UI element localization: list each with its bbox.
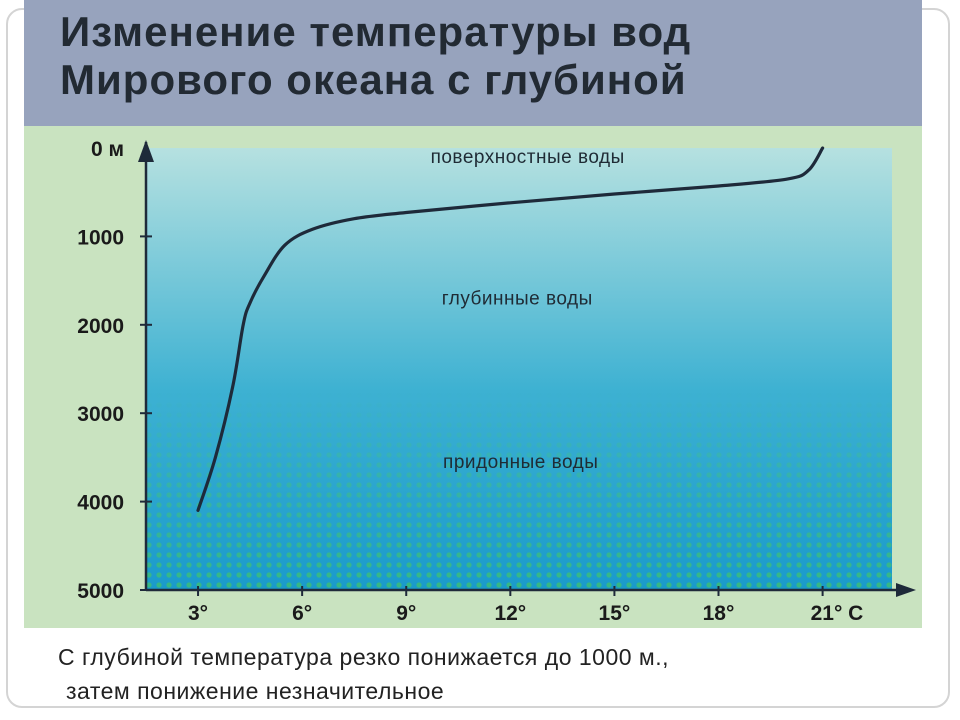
- chart-title-line-1: Изменение температуры вод: [60, 8, 692, 55]
- depth-temperature-chart: 0 м 1000 2000 3000 4000 5000 3° 6° 9° 12° 15° 18° 21…: [77, 138, 916, 625]
- plot-dot-texture: [146, 148, 892, 590]
- temperature-curve: [196, 146, 825, 512]
- y-tick-label: 5000: [77, 580, 124, 603]
- chart-title-line-2: Мирового океана с глубиной: [60, 56, 687, 103]
- tick-labels: 0 м 1000 2000 3000 4000 5000 3° 6° 9° 12° 15° 18° 21…: [77, 138, 863, 625]
- axes: [138, 140, 916, 597]
- y-axis-arrow: [138, 140, 154, 162]
- caption-line-1: С глубиной температура резко понижается …: [58, 644, 670, 670]
- y-tick-label: 1000: [77, 226, 124, 249]
- caption: С глубиной температура резко понижается …: [58, 640, 938, 708]
- title-band: [24, 0, 922, 126]
- x-tick-label: 3°: [188, 602, 208, 625]
- zone-label: глубинные воды: [442, 288, 593, 309]
- y-tick-label: 2000: [77, 315, 124, 338]
- zone-label: поверхностные воды: [431, 147, 625, 168]
- x-tick-label: 9°: [396, 602, 416, 625]
- x-tick-label: 6°: [292, 602, 312, 625]
- y-tick-label: 4000: [77, 492, 124, 515]
- zone-labels: поверхностные воды глубинные воды придонны…: [431, 147, 625, 473]
- y-tick-label: 0 м: [91, 138, 124, 161]
- x-tick-label: 21° C: [811, 602, 864, 625]
- zone-label: придонные воды: [443, 452, 598, 473]
- caption-line-2: затем понижение незначительное: [66, 678, 445, 704]
- x-tick-label: 12°: [494, 602, 526, 625]
- x-tick-label: 18°: [703, 602, 735, 625]
- y-tick-label: 3000: [77, 403, 124, 426]
- x-tick-label: 15°: [599, 602, 631, 625]
- chart-figure: Изменение температуры вод Мирового океан…: [24, 0, 922, 628]
- x-axis-arrow: [896, 583, 916, 597]
